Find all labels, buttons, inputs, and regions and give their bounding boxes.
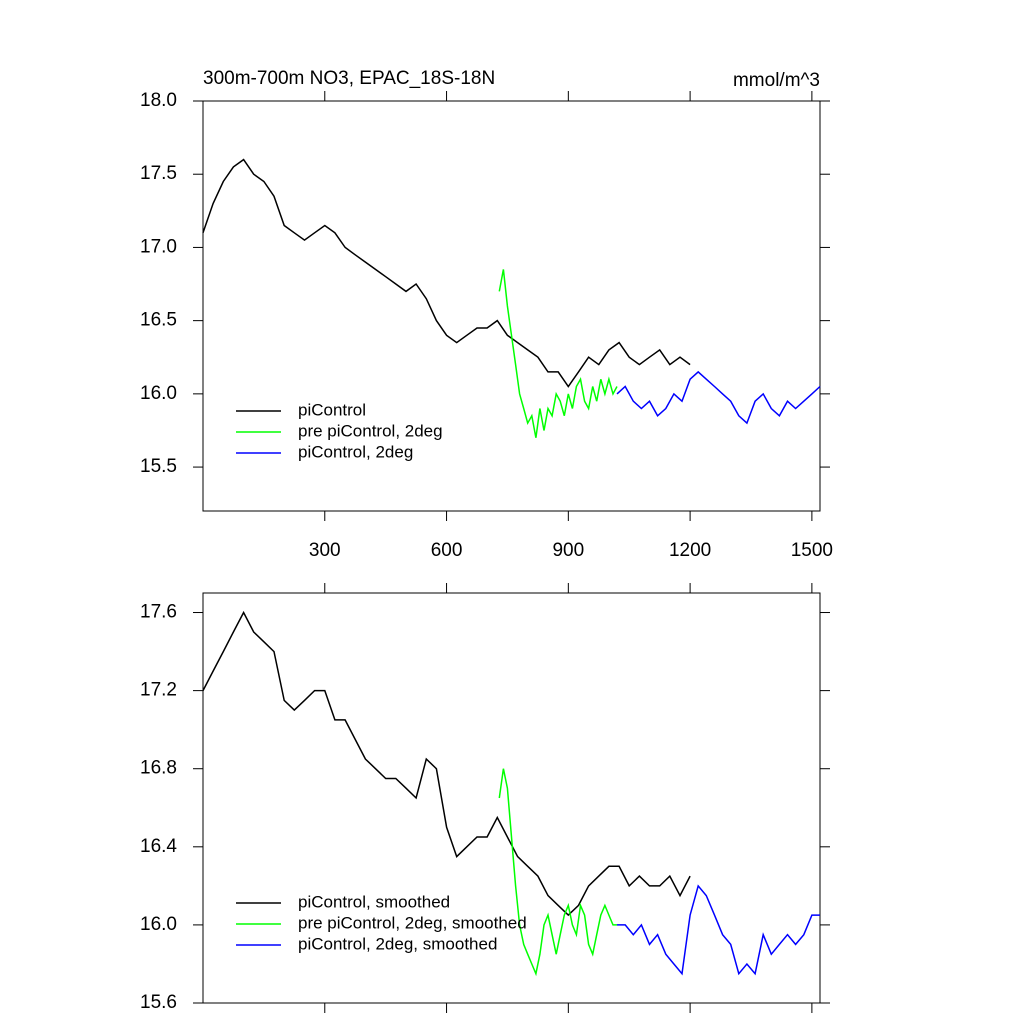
y-tick-label: 15.6 — [140, 992, 177, 1013]
y-tick-label: 16.5 — [140, 310, 177, 331]
units-label: mmol/m^3 — [733, 70, 820, 91]
data-line — [202, 610, 691, 917]
x-tick-label: 1500 — [791, 540, 833, 561]
y-tick-label: 17.2 — [140, 680, 177, 701]
x-tick-label: 1200 — [669, 540, 711, 561]
x-tick-label: 900 — [552, 540, 584, 561]
plot-frame — [202, 592, 821, 1004]
y-tick-label: 16.0 — [140, 914, 177, 935]
data-line — [498, 768, 617, 977]
y-tick-label: 17.6 — [140, 602, 177, 623]
legend-label: piControl, 2deg — [298, 442, 413, 461]
y-tick-label: 16.0 — [140, 383, 177, 404]
x-tick-label: 300 — [309, 540, 341, 561]
plot-frame — [202, 100, 821, 512]
data-line — [617, 884, 820, 976]
legend-label: piControl — [298, 400, 366, 419]
data-line — [202, 158, 691, 388]
chart-title: 300m-700m NO3, EPAC_18S-18N — [203, 68, 495, 89]
legend-label: pre piControl, 2deg, smoothed — [298, 913, 527, 932]
y-tick-label: 16.8 — [140, 758, 177, 779]
legend-label: piControl, 2deg, smoothed — [298, 934, 497, 953]
x-tick-label: 600 — [431, 540, 463, 561]
y-tick-label: 15.5 — [140, 456, 177, 477]
data-line — [616, 370, 821, 425]
data-line — [498, 269, 618, 438]
y-tick-label: 16.4 — [140, 836, 177, 857]
y-tick-label: 17.0 — [140, 236, 177, 257]
y-tick-label: 17.5 — [140, 163, 177, 184]
legend-label: piControl, smoothed — [298, 892, 450, 911]
y-tick-label: 18.0 — [140, 90, 177, 111]
legend-label: pre piControl, 2deg — [298, 421, 443, 440]
